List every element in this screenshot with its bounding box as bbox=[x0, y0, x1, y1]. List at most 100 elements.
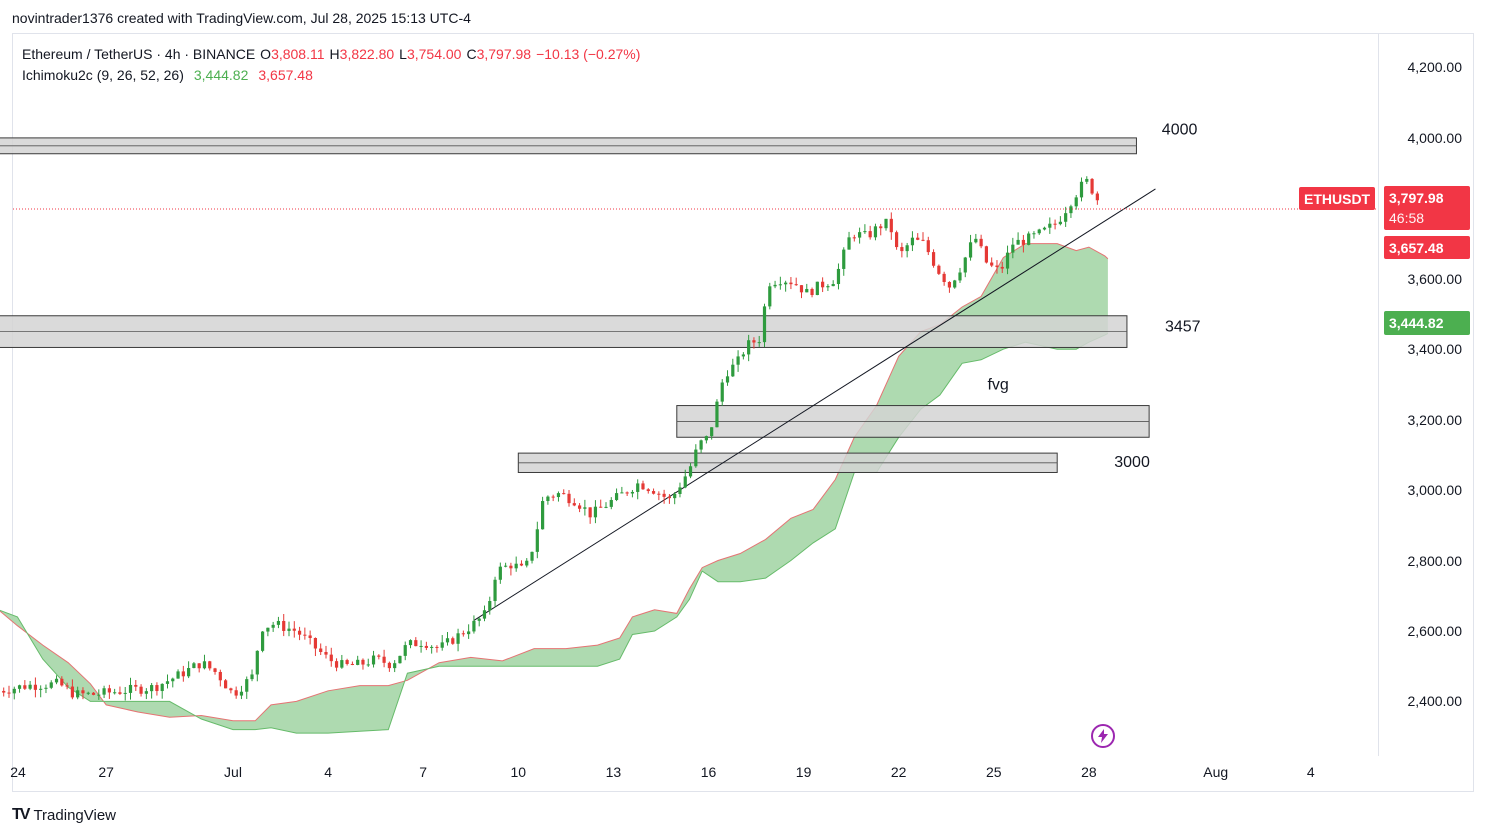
candle-body[interactable] bbox=[1069, 206, 1073, 214]
symbol-label[interactable]: Ethereum / TetherUS · 4h · BINANCE bbox=[22, 46, 256, 62]
candle-body[interactable] bbox=[340, 660, 344, 668]
candle-body[interactable] bbox=[234, 690, 238, 696]
candle-body[interactable] bbox=[356, 659, 360, 665]
candle-body[interactable] bbox=[81, 690, 85, 694]
candle-body[interactable] bbox=[916, 237, 920, 240]
candle-body[interactable] bbox=[424, 645, 428, 648]
candle-body[interactable] bbox=[435, 646, 439, 648]
candle-body[interactable] bbox=[1027, 233, 1031, 245]
candle-body[interactable] bbox=[1079, 181, 1084, 198]
candle-body[interactable] bbox=[482, 610, 487, 619]
candle-body[interactable] bbox=[630, 491, 635, 494]
candle-body[interactable] bbox=[1011, 244, 1015, 253]
candle-body[interactable] bbox=[91, 692, 96, 695]
candle-body[interactable] bbox=[894, 232, 899, 248]
candle-body[interactable] bbox=[963, 257, 967, 273]
candle-body[interactable] bbox=[245, 679, 249, 692]
candle-body[interactable] bbox=[1064, 213, 1068, 222]
candle-body[interactable] bbox=[636, 483, 640, 492]
candle-body[interactable] bbox=[414, 640, 418, 647]
candle-body[interactable] bbox=[620, 492, 624, 494]
candle-body[interactable] bbox=[86, 692, 90, 694]
candle-body[interactable] bbox=[39, 688, 43, 690]
candle-body[interactable] bbox=[65, 685, 69, 687]
candle-body[interactable] bbox=[821, 281, 825, 288]
candle-body[interactable] bbox=[1000, 266, 1004, 269]
candle-body[interactable] bbox=[393, 663, 397, 669]
candle-body[interactable] bbox=[609, 499, 613, 507]
candle-body[interactable] bbox=[953, 280, 957, 288]
candle-body[interactable] bbox=[858, 232, 862, 238]
candle-body[interactable] bbox=[625, 492, 629, 494]
candle-body[interactable] bbox=[831, 284, 835, 287]
candle-body[interactable] bbox=[387, 662, 391, 669]
candle-body[interactable] bbox=[725, 376, 730, 383]
candle-body[interactable] bbox=[350, 663, 355, 665]
candle-body[interactable] bbox=[123, 692, 127, 694]
candle-body[interactable] bbox=[673, 493, 677, 499]
candle-body[interactable] bbox=[942, 273, 946, 282]
candle-body[interactable] bbox=[218, 671, 222, 681]
indicator-label[interactable]: Ichimoku2c (9, 26, 52, 26) bbox=[22, 67, 184, 83]
candle-body[interactable] bbox=[810, 288, 814, 296]
candle-body[interactable] bbox=[1058, 221, 1062, 225]
candle-body[interactable] bbox=[176, 671, 180, 679]
candle-body[interactable] bbox=[768, 286, 772, 307]
candle-body[interactable] bbox=[165, 681, 170, 684]
price-axis[interactable]: 2,400.00 2,600.00 2,800.00 3,000.00 3,200.00… bbox=[1378, 34, 1474, 756]
candle-body[interactable] bbox=[984, 246, 989, 263]
candle-body[interactable] bbox=[1053, 223, 1057, 225]
candle-body[interactable] bbox=[102, 688, 106, 695]
candle-body[interactable] bbox=[667, 496, 672, 499]
candle-body[interactable] bbox=[76, 690, 80, 698]
candle-body[interactable] bbox=[28, 684, 32, 689]
candle-body[interactable] bbox=[107, 688, 111, 693]
candle-body[interactable] bbox=[990, 262, 994, 266]
candle-body[interactable] bbox=[1016, 239, 1020, 245]
candle-body[interactable] bbox=[995, 265, 999, 267]
candle-body[interactable] bbox=[44, 687, 48, 689]
candle-body[interactable] bbox=[155, 685, 159, 692]
candle-body[interactable] bbox=[398, 655, 402, 664]
candle-body[interactable] bbox=[260, 631, 265, 651]
candle-body[interactable] bbox=[33, 684, 38, 690]
candle-body[interactable] bbox=[282, 620, 286, 631]
candle-body[interactable] bbox=[128, 684, 133, 693]
candle-body[interactable] bbox=[224, 680, 228, 689]
candle-body[interactable] bbox=[688, 466, 693, 477]
candle-body[interactable] bbox=[583, 507, 587, 509]
candle-body[interactable] bbox=[292, 628, 296, 631]
candle-body[interactable] bbox=[334, 661, 339, 668]
candle-body[interactable] bbox=[646, 489, 650, 492]
candle-body[interactable] bbox=[794, 284, 798, 286]
candle-body[interactable] bbox=[847, 237, 851, 250]
candle-body[interactable] bbox=[202, 661, 207, 669]
candle-body[interactable] bbox=[736, 356, 740, 365]
candle-body[interactable] bbox=[757, 342, 761, 344]
candle-body[interactable] bbox=[641, 483, 645, 490]
candle-body[interactable] bbox=[451, 638, 455, 644]
candle-body[interactable] bbox=[1090, 178, 1094, 194]
candle-body[interactable] bbox=[197, 663, 201, 669]
candle-body[interactable] bbox=[276, 620, 281, 625]
candle-body[interactable] bbox=[805, 288, 809, 293]
candle-body[interactable] bbox=[187, 668, 191, 677]
candle-body[interactable] bbox=[1085, 178, 1089, 182]
candle-body[interactable] bbox=[313, 638, 318, 649]
candle-body[interactable] bbox=[535, 529, 539, 552]
candle-body[interactable] bbox=[921, 239, 925, 241]
candle-body[interactable] bbox=[551, 496, 555, 498]
candle-body[interactable] bbox=[134, 684, 138, 687]
candle-body[interactable] bbox=[958, 272, 962, 281]
candle-body[interactable] bbox=[324, 651, 328, 655]
candle-body[interactable] bbox=[419, 645, 423, 647]
candle-body[interactable] bbox=[863, 231, 867, 233]
candle-body[interactable] bbox=[752, 340, 756, 343]
candle-body[interactable] bbox=[49, 682, 53, 688]
candle-body[interactable] bbox=[562, 493, 566, 495]
candle-body[interactable] bbox=[361, 659, 365, 665]
candle-body[interactable] bbox=[1032, 233, 1036, 235]
candle-body[interactable] bbox=[678, 487, 682, 494]
candle-body[interactable] bbox=[498, 566, 502, 580]
candle-body[interactable] bbox=[910, 237, 915, 246]
